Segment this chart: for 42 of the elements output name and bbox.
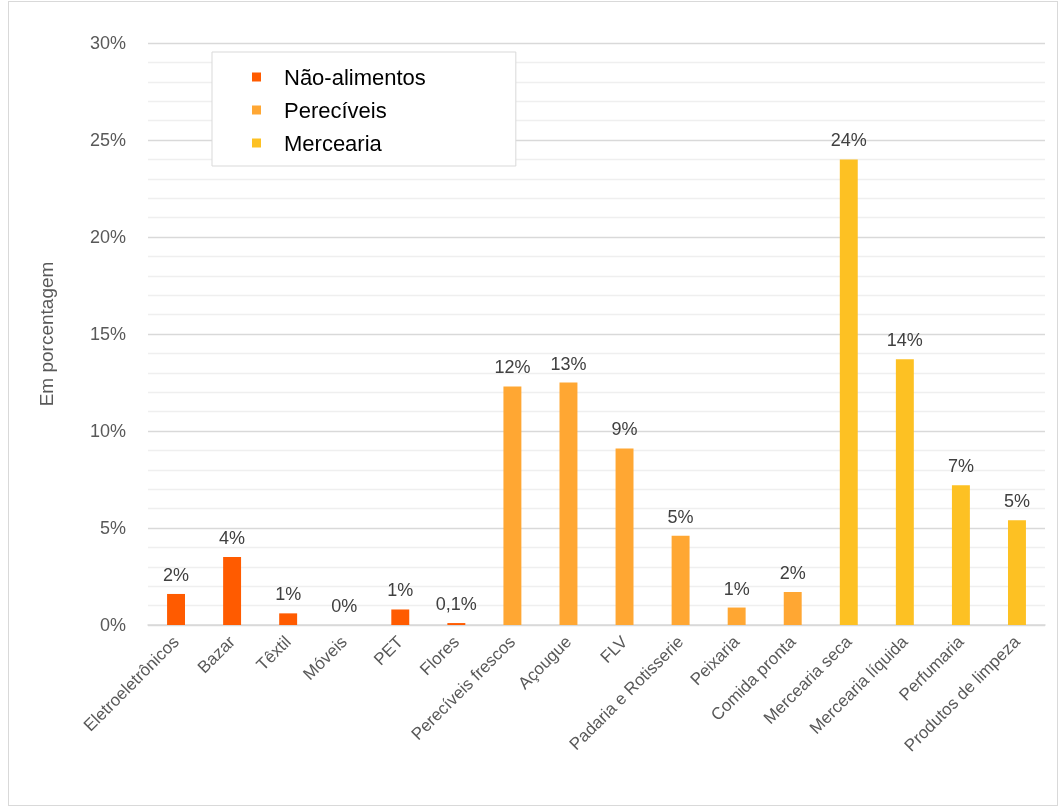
bar: [167, 593, 185, 625]
data-label: 5%: [1003, 491, 1030, 512]
data-label: 1%: [387, 580, 414, 601]
y-tick-label: 5%: [99, 518, 126, 538]
legend-label: Perecíveis: [284, 97, 387, 123]
bar: [671, 535, 690, 625]
bar: [727, 607, 746, 625]
bar: [223, 557, 242, 625]
data-label: 7%: [947, 456, 974, 477]
data-label: 13%: [550, 353, 587, 374]
bar: [783, 592, 802, 625]
bar: [391, 609, 410, 625]
y-axis-title: Em porcentagem: [36, 261, 57, 407]
y-tick-label: 15%: [89, 324, 126, 344]
y-tick-label: 0%: [99, 615, 126, 635]
legend-label: Mercearia: [284, 130, 383, 156]
x-tick-label: FLV: [596, 631, 632, 667]
data-label: 2%: [163, 564, 190, 585]
data-label: 12%: [494, 357, 531, 378]
bar: [839, 159, 858, 625]
data-label: 4%: [219, 528, 246, 549]
data-label: 24%: [830, 130, 867, 151]
bar: [559, 382, 578, 625]
data-label: 5%: [667, 506, 694, 527]
bar: [615, 448, 634, 625]
data-label: 1%: [275, 584, 302, 605]
data-label: 1%: [723, 578, 750, 599]
data-label: 14%: [886, 330, 923, 351]
bar: [503, 386, 522, 625]
y-tick-label: 20%: [89, 227, 126, 247]
data-label: 0,1%: [435, 594, 477, 615]
y-tick-label: 30%: [89, 33, 126, 53]
bar: [1008, 520, 1026, 625]
data-label: 2%: [779, 563, 806, 584]
bar: [895, 359, 914, 625]
bar: [279, 613, 298, 625]
data-label: 9%: [611, 419, 638, 440]
data-label: 0%: [331, 596, 358, 616]
legend-label: Não-alimentos: [284, 64, 426, 90]
y-tick-label: 25%: [89, 130, 126, 150]
bar: [951, 485, 970, 625]
y-tick-label: 10%: [89, 421, 126, 441]
